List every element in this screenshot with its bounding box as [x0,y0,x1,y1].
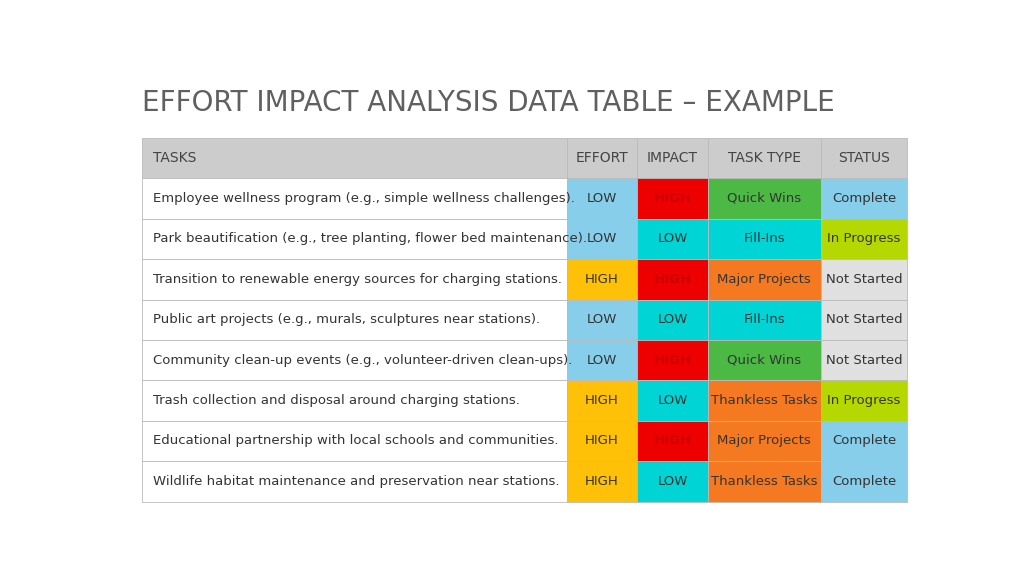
Bar [637,461,708,502]
Text: In Progress: In Progress [827,232,901,245]
Text: Wildlife habitat maintenance and preservation near stations.: Wildlife habitat maintenance and preserv… [154,475,560,488]
Bar [567,219,637,259]
Text: HIGH: HIGH [585,394,618,407]
Text: Trash collection and disposal around charging stations.: Trash collection and disposal around cha… [154,394,520,407]
Bar [637,259,708,300]
Text: Complete: Complete [831,192,896,205]
Bar [637,420,708,461]
Bar [567,300,637,340]
Text: Not Started: Not Started [825,354,902,366]
Bar [821,380,907,420]
Bar [708,259,821,300]
Bar [142,219,567,259]
Bar [567,179,637,219]
Bar [708,179,821,219]
Bar [708,138,821,179]
Bar [142,259,567,300]
Bar [567,461,637,502]
Bar [637,179,708,219]
Text: In Progress: In Progress [827,394,901,407]
Bar [142,179,567,219]
Text: TASKS: TASKS [154,151,197,165]
Text: HIGH: HIGH [653,354,691,366]
Text: Educational partnership with local schools and communities.: Educational partnership with local schoo… [154,434,559,448]
Text: HIGH: HIGH [585,434,618,448]
Text: Quick Wins: Quick Wins [727,354,802,366]
Text: Major Projects: Major Projects [718,273,811,286]
Bar [142,420,567,461]
Text: HIGH: HIGH [653,192,691,205]
Bar [821,420,907,461]
Bar [708,420,821,461]
Bar [567,138,637,179]
Bar [821,461,907,502]
Text: LOW: LOW [657,232,688,245]
Bar [821,219,907,259]
Bar [821,259,907,300]
Text: LOW: LOW [657,313,688,326]
Bar [708,300,821,340]
Text: Complete: Complete [831,434,896,448]
Bar [567,340,637,380]
Text: LOW: LOW [587,232,617,245]
Text: Complete: Complete [831,475,896,488]
Bar [567,420,637,461]
Text: LOW: LOW [657,394,688,407]
Text: EFFORT IMPACT ANALYSIS DATA TABLE – EXAMPLE: EFFORT IMPACT ANALYSIS DATA TABLE – EXAM… [142,89,835,117]
Bar [821,179,907,219]
Bar [637,219,708,259]
Bar [567,380,637,420]
Bar [142,300,567,340]
Bar [142,380,567,420]
Bar [637,138,708,179]
Text: Public art projects (e.g., murals, sculptures near stations).: Public art projects (e.g., murals, sculp… [154,313,541,326]
Bar [637,340,708,380]
Text: Employee wellness program (e.g., simple wellness challenges).: Employee wellness program (e.g., simple … [154,192,575,205]
Bar [637,300,708,340]
Text: Not Started: Not Started [825,273,902,286]
Bar [142,461,567,502]
Text: Community clean-up events (e.g., volunteer-driven clean-ups).: Community clean-up events (e.g., volunte… [154,354,572,366]
Text: HIGH: HIGH [653,434,691,448]
Bar [142,340,567,380]
Text: HIGH: HIGH [585,273,618,286]
Text: Thankless Tasks: Thankless Tasks [711,475,817,488]
Text: Thankless Tasks: Thankless Tasks [711,394,817,407]
Text: Park beautification (e.g., tree planting, flower bed maintenance).: Park beautification (e.g., tree planting… [154,232,588,245]
Text: Quick Wins: Quick Wins [727,192,802,205]
Text: Fill-Ins: Fill-Ins [743,313,785,326]
Text: IMPACT: IMPACT [647,151,698,165]
Text: EFFORT: EFFORT [575,151,629,165]
Bar [637,380,708,420]
Bar [708,380,821,420]
Text: LOW: LOW [587,354,617,366]
Text: Major Projects: Major Projects [718,434,811,448]
Text: Transition to renewable energy sources for charging stations.: Transition to renewable energy sources f… [154,273,562,286]
Text: LOW: LOW [587,313,617,326]
Bar [821,138,907,179]
Bar [567,259,637,300]
Text: HIGH: HIGH [585,475,618,488]
Text: LOW: LOW [587,192,617,205]
Bar [821,340,907,380]
Text: Fill-Ins: Fill-Ins [743,232,785,245]
Bar [708,461,821,502]
Text: Not Started: Not Started [825,313,902,326]
Bar [708,219,821,259]
Bar [142,138,567,179]
Text: TASK TYPE: TASK TYPE [728,151,801,165]
Text: HIGH: HIGH [653,273,691,286]
Text: LOW: LOW [657,475,688,488]
Bar [708,340,821,380]
Text: STATUS: STATUS [839,151,890,165]
Bar [821,300,907,340]
